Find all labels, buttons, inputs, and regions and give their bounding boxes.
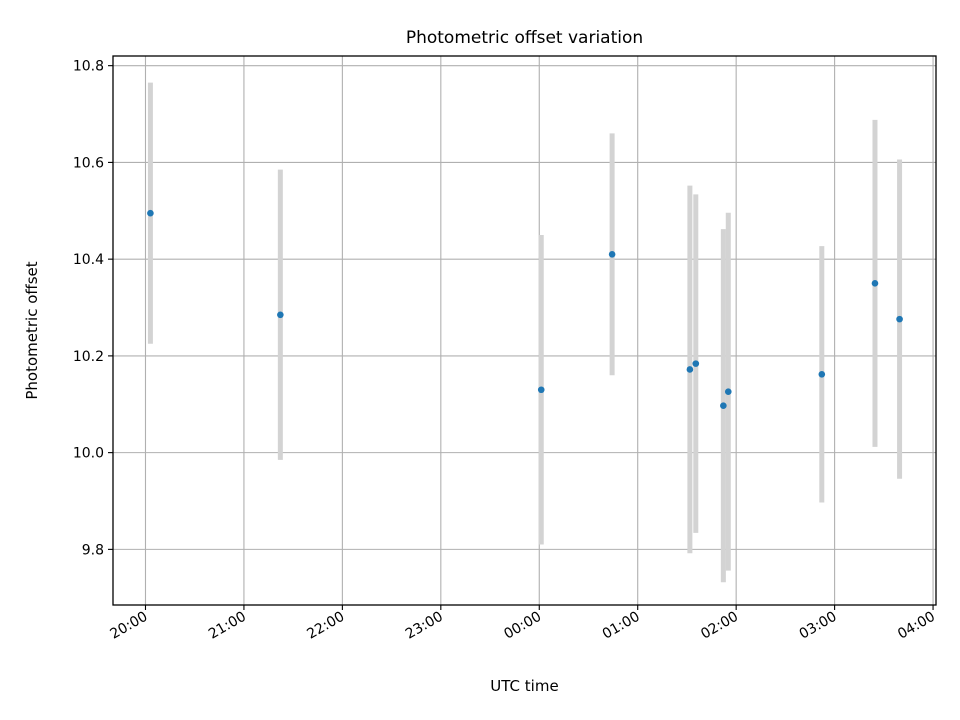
data-point (537, 386, 545, 394)
data-point (686, 366, 694, 373)
x-axis-label: UTC time (490, 677, 558, 695)
chart-title: Photometric offset variation (406, 28, 643, 48)
plot-frame (112, 55, 937, 606)
x-tick-label: 21:00 (206, 609, 249, 643)
x-tick-label: 04:00 (895, 609, 938, 643)
data-point (724, 388, 732, 395)
y-tick-label: 9.8 (82, 542, 104, 558)
data-point (608, 251, 616, 258)
data-point (818, 370, 826, 378)
y-axis-label: Photometric offset (23, 261, 41, 399)
data-point (147, 209, 154, 217)
data-point (277, 311, 284, 319)
y-axis: 9.8 10.0 10.2 10.4 10.6 10.8 (73, 59, 113, 558)
y-tick-label: 10.4 (73, 252, 104, 268)
x-tick-label: 03:00 (797, 609, 840, 643)
x-tick-label: 02:00 (698, 609, 741, 643)
x-axis: 20:00 21:00 22:00 23:00 00:00 01:00 02:00 03:00… (108, 605, 938, 643)
x-tick-label: 00:00 (501, 609, 544, 643)
data-point (692, 360, 700, 367)
grid (113, 56, 936, 605)
x-tick-label: 22:00 (304, 609, 347, 643)
y-tick-label: 10.8 (73, 59, 104, 75)
data-point (720, 402, 727, 410)
data-point (896, 315, 903, 323)
y-tick-label: 10.2 (73, 349, 104, 365)
x-tick-label: 23:00 (403, 609, 446, 643)
data-points (147, 209, 903, 410)
data-point (871, 280, 879, 287)
error-bars (147, 82, 903, 583)
x-tick-label: 01:00 (600, 609, 643, 643)
x-tick-label: 20:00 (108, 609, 151, 643)
y-tick-label: 10.0 (73, 446, 104, 462)
y-tick-label: 10.6 (73, 155, 104, 171)
